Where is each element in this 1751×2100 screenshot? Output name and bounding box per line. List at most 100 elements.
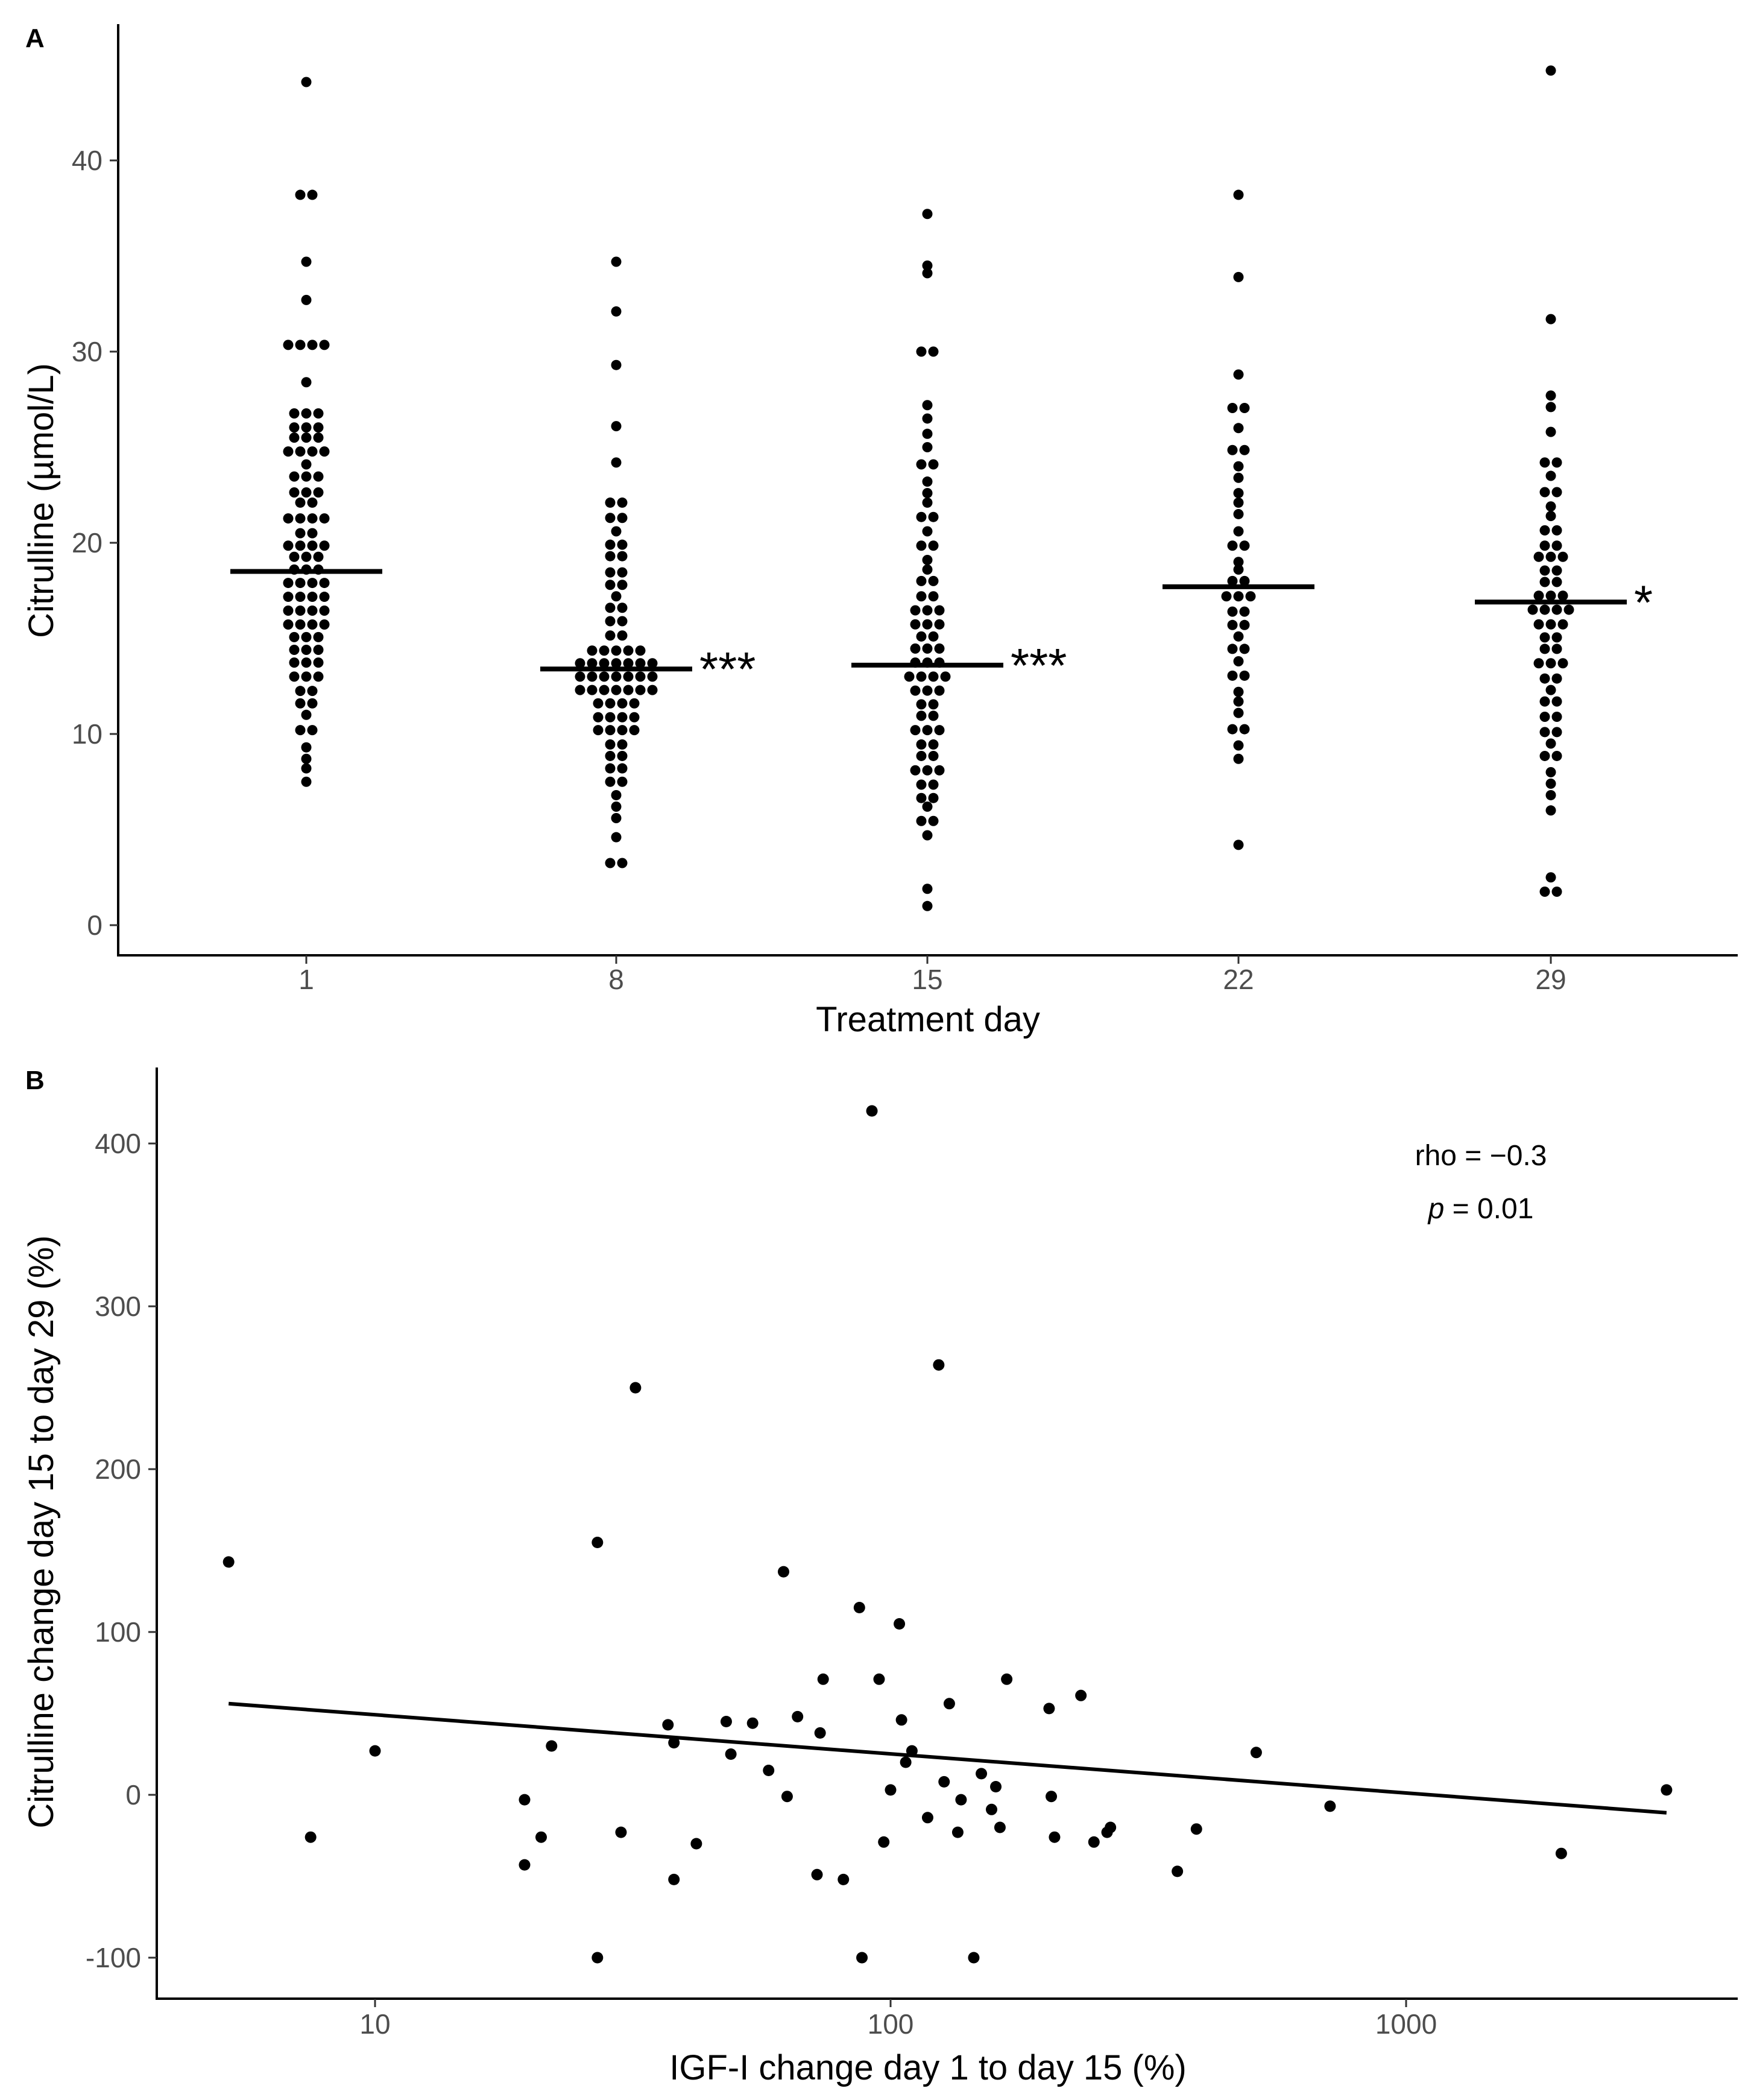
- data-dot: [922, 555, 933, 566]
- data-dot: [922, 605, 933, 616]
- data-dot: [635, 671, 646, 682]
- data-dot: [1551, 577, 1562, 587]
- data-dot: [910, 643, 921, 654]
- data-dot: [611, 256, 622, 267]
- scatter-point: [746, 1717, 759, 1729]
- y-tick-label: 0: [87, 909, 103, 941]
- data-dot: [916, 750, 927, 761]
- trend-line: [228, 1701, 1667, 1815]
- data-dot: [1239, 724, 1250, 735]
- data-dot: [1551, 457, 1562, 468]
- data-dot: [1233, 526, 1244, 537]
- data-dot: [922, 830, 933, 841]
- data-dot: [605, 513, 616, 523]
- data-dot: [922, 564, 933, 575]
- data-dot: [289, 487, 300, 498]
- data-dot: [1563, 604, 1574, 615]
- data-dot: [301, 657, 312, 668]
- panel-b-x-axis-title: IGF-I change day 1 to day 15 (%): [669, 2048, 1187, 2087]
- data-dot: [295, 528, 306, 539]
- scatter-point: [994, 1821, 1006, 1833]
- data-dot: [283, 446, 294, 457]
- data-dot: [605, 712, 616, 723]
- x-tick-label: 1000: [1375, 2008, 1437, 2040]
- data-dot: [1551, 565, 1562, 576]
- data-dot: [1545, 426, 1556, 437]
- data-dot: [617, 616, 628, 627]
- data-dot: [922, 685, 933, 696]
- data-dot: [611, 789, 622, 800]
- data-dot: [313, 671, 324, 682]
- data-dot: [1227, 670, 1238, 681]
- data-dot: [295, 340, 306, 350]
- data-dot: [295, 686, 306, 697]
- data-dot: [1227, 724, 1238, 735]
- data-dot: [301, 294, 312, 305]
- panel-b-trendline-group: [228, 1701, 1667, 1815]
- data-dot: [1233, 564, 1244, 575]
- data-dot: [647, 671, 658, 682]
- data-dot: [301, 551, 312, 562]
- data-dot: [587, 645, 598, 656]
- data-dot: [617, 539, 628, 550]
- data-dot: [1239, 619, 1250, 630]
- data-dot: [1539, 457, 1550, 468]
- data-dot: [307, 606, 318, 616]
- data-dot: [307, 540, 318, 551]
- data-dot: [916, 540, 927, 551]
- panel-a-dots: [283, 65, 1574, 911]
- data-dot: [307, 528, 318, 539]
- scatter-point: [1001, 1673, 1013, 1685]
- x-tick-label: 29: [1535, 964, 1566, 995]
- data-dot: [289, 631, 300, 642]
- data-dot: [593, 712, 604, 723]
- scatter-point: [369, 1745, 381, 1757]
- data-dot: [1233, 753, 1244, 764]
- y-tick-label: 100: [95, 1616, 141, 1648]
- data-dot: [916, 575, 927, 586]
- data-dot: [1533, 619, 1544, 630]
- data-dot: [916, 699, 927, 710]
- scatter-point: [1046, 1791, 1058, 1803]
- data-dot: [301, 432, 312, 443]
- scatter-point: [763, 1765, 775, 1776]
- data-dot: [617, 497, 628, 508]
- data-dot: [928, 575, 939, 586]
- data-dot: [1545, 789, 1556, 800]
- data-dot: [611, 685, 622, 695]
- data-dot: [934, 605, 945, 616]
- panel-a-label: A: [25, 24, 45, 53]
- y-tick-label: 30: [72, 336, 103, 367]
- data-dot: [319, 540, 330, 551]
- p-annotation: p = 0.01: [1427, 1193, 1534, 1225]
- data-dot: [575, 671, 585, 682]
- data-dot: [922, 619, 933, 630]
- data-dot: [587, 658, 598, 669]
- data-dot: [1233, 840, 1244, 850]
- data-dot: [922, 526, 933, 537]
- data-dot: [617, 725, 628, 736]
- data-dot: [313, 657, 324, 668]
- data-dot: [611, 801, 622, 812]
- data-dot: [313, 631, 324, 642]
- data-dot: [617, 763, 628, 774]
- data-dot: [916, 710, 927, 721]
- data-dot: [928, 710, 939, 721]
- data-dot: [928, 459, 939, 470]
- data-dot: [629, 712, 640, 723]
- y-tick-label: 10: [72, 718, 103, 750]
- data-dot: [611, 812, 622, 823]
- scatter-point: [838, 1873, 850, 1885]
- data-dot: [928, 511, 939, 522]
- data-dot: [307, 446, 318, 457]
- data-dot: [1551, 644, 1562, 654]
- scatter-point: [1075, 1689, 1087, 1701]
- data-dot: [1545, 551, 1556, 562]
- data-dot: [916, 779, 927, 790]
- data-dot: [934, 643, 945, 654]
- data-dot: [1227, 619, 1238, 630]
- data-dot: [611, 591, 622, 602]
- data-dot: [611, 526, 622, 537]
- data-dot: [1227, 606, 1238, 617]
- data-dot: [1539, 727, 1550, 738]
